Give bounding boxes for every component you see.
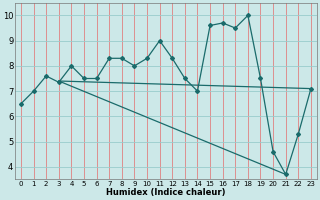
X-axis label: Humidex (Indice chaleur): Humidex (Indice chaleur) xyxy=(106,188,226,197)
